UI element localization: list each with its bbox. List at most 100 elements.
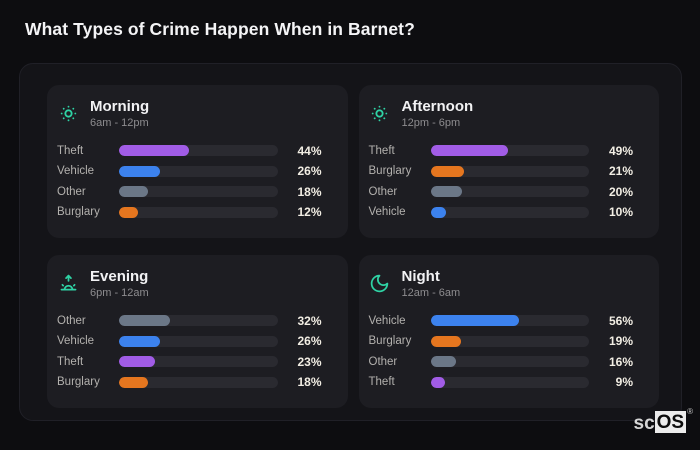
panel-time-range: 6am - 12pm	[90, 117, 149, 129]
bar-row: Vehicle 26%	[57, 164, 322, 178]
bar-row: Other 16%	[369, 355, 634, 369]
bar-row: Vehicle 26%	[57, 334, 322, 348]
panel-afternoon: Afternoon 12pm - 6pm Theft 49% Burglary …	[358, 85, 659, 238]
panel-header: Night 12am - 6am	[369, 268, 634, 299]
panel-header-text: Afternoon 12pm - 6pm	[402, 98, 474, 129]
bar-track	[119, 376, 278, 388]
bar-fill	[119, 315, 170, 327]
panel-time-range: 6pm - 12am	[90, 287, 149, 299]
bar-track	[119, 145, 278, 157]
crime-type-label: Vehicle	[57, 335, 95, 348]
bar-percentage: 18%	[297, 375, 322, 390]
bar-percentage: 18%	[297, 184, 322, 199]
bar-fill	[430, 165, 464, 177]
bar-track	[430, 186, 589, 198]
panel-title: Morning	[90, 98, 150, 115]
bar-fill	[430, 376, 445, 388]
crime-type-label: Vehicle	[368, 206, 406, 219]
bar-fill	[430, 356, 456, 368]
bar-percentage: 49%	[608, 143, 633, 158]
crime-type-label: Other	[368, 355, 398, 368]
bar-fill	[430, 335, 461, 347]
bar-row: Other 20%	[369, 185, 634, 199]
bar-row: Burglary 18%	[57, 375, 322, 389]
crime-type-label: Other	[57, 314, 86, 327]
panel-title: Afternoon	[401, 98, 474, 115]
bar-rows: Theft 49% Burglary 21% Other 20% Vehicle	[369, 137, 634, 226]
panel-header: Morning 6am - 12pm	[57, 98, 322, 129]
bar-row: Theft 23%	[57, 355, 322, 369]
bar-track	[119, 206, 278, 218]
bar-percentage: 10%	[608, 205, 633, 220]
bar-percentage: 26%	[297, 334, 322, 349]
bar-fill	[119, 165, 161, 177]
bar-percentage: 23%	[297, 354, 322, 369]
bar-track	[430, 145, 589, 157]
brand-watermark-prefix: sc	[633, 413, 655, 434]
bar-percentage: 20%	[608, 184, 633, 199]
brand-watermark-suffix: OS	[654, 411, 687, 433]
bar-row: Theft 9%	[369, 375, 634, 389]
bar-track	[119, 335, 278, 347]
bar-row: Vehicle 56%	[369, 314, 634, 328]
panel-header-text: Morning 6am - 12pm	[90, 98, 149, 129]
panel-title: Night	[401, 268, 440, 285]
sunrise-icon	[57, 273, 79, 295]
bar-rows: Vehicle 56% Burglary 19% Other 16% Theft	[369, 307, 634, 396]
bar-percentage: 21%	[608, 164, 633, 179]
panels-grid: Morning 6am - 12pm Theft 44% Vehicle 26%…	[47, 85, 659, 408]
bar-track	[430, 206, 589, 218]
bar-rows: Theft 44% Vehicle 26% Other 18% Burglary	[57, 137, 322, 226]
crime-type-label: Burglary	[368, 335, 412, 348]
brand-watermark: sc OS ®	[633, 407, 693, 434]
crime-type-label: Theft	[368, 376, 395, 389]
bar-fill	[430, 315, 520, 327]
bar-rows: Other 32% Vehicle 26% Theft 23% Burglary	[57, 307, 322, 396]
bar-track	[430, 376, 589, 388]
registered-trademark-icon: ®	[687, 407, 693, 416]
panel-evening: Evening 6pm - 12am Other 32% Vehicle 26%…	[47, 255, 348, 408]
crime-type-label: Theft	[57, 144, 84, 157]
crime-type-label: Theft	[57, 355, 84, 368]
bar-row: Burglary 21%	[369, 164, 634, 178]
bar-track	[119, 356, 278, 368]
bar-fill	[119, 376, 148, 388]
page-title: What Types of Crime Happen When in Barne…	[25, 19, 415, 39]
panel-time-range: 12am - 6am	[401, 287, 461, 299]
bar-row: Burglary 19%	[369, 334, 634, 348]
bar-row: Vehicle 10%	[369, 205, 634, 219]
bar-percentage: 56%	[608, 313, 633, 328]
bar-fill	[119, 186, 148, 198]
panel-morning: Morning 6am - 12pm Theft 44% Vehicle 26%…	[47, 85, 348, 238]
sun-icon	[369, 103, 391, 125]
bar-fill	[430, 145, 509, 157]
bar-row: Theft 44%	[57, 144, 322, 158]
crime-type-label: Burglary	[57, 206, 100, 219]
bar-fill	[119, 356, 156, 368]
crime-type-label: Burglary	[57, 376, 100, 389]
bar-track	[119, 315, 278, 327]
moon-icon	[369, 273, 391, 295]
crime-type-label: Theft	[368, 144, 395, 157]
bar-track	[430, 356, 589, 368]
bar-percentage: 44%	[297, 143, 322, 158]
panel-header: Evening 6pm - 12am	[57, 268, 322, 299]
crime-type-label: Vehicle	[368, 314, 406, 327]
bar-row: Burglary 12%	[57, 205, 322, 219]
panel-time-range: 12pm - 6pm	[401, 117, 461, 129]
bar-fill	[119, 145, 189, 157]
bar-track	[430, 335, 589, 347]
crime-type-label: Other	[368, 185, 398, 198]
sun-icon	[57, 103, 79, 125]
bar-fill	[430, 206, 447, 218]
bar-percentage: 19%	[608, 334, 633, 349]
crime-dashboard-container: Morning 6am - 12pm Theft 44% Vehicle 26%…	[19, 63, 682, 421]
bar-fill	[119, 206, 139, 218]
crime-type-label: Burglary	[368, 165, 412, 178]
panel-header-text: Night 12am - 6am	[402, 268, 461, 299]
panel-header: Afternoon 12pm - 6pm	[369, 98, 634, 129]
bar-row: Other 18%	[57, 185, 322, 199]
bar-percentage: 9%	[615, 375, 633, 390]
bar-row: Other 32%	[57, 314, 322, 328]
bar-percentage: 26%	[297, 164, 322, 179]
